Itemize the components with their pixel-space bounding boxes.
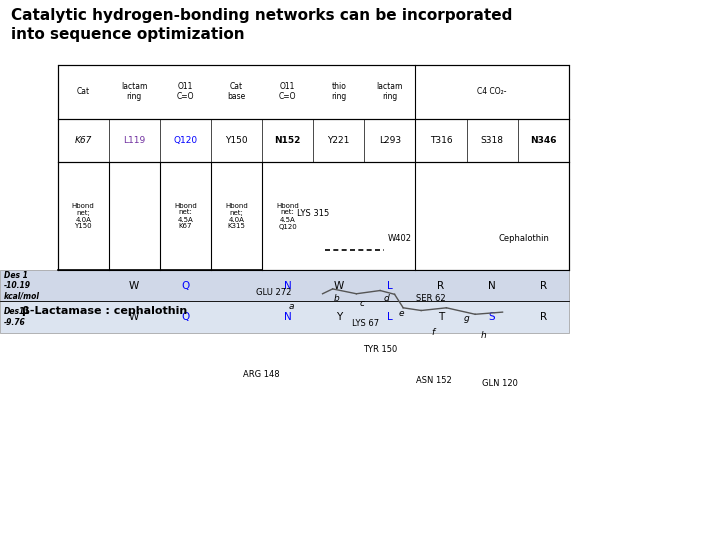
Text: c: c <box>360 299 364 308</box>
Text: ASN 152: ASN 152 <box>415 376 451 385</box>
Text: TYR 150: TYR 150 <box>363 346 397 354</box>
Text: thio
ring: thio ring <box>331 82 346 102</box>
Text: Des 1
-10.19
kcal/mol: Des 1 -10.19 kcal/mol <box>4 271 40 301</box>
Text: Cephalothin: Cephalothin <box>499 234 549 243</box>
Text: LYS 315: LYS 315 <box>297 209 329 218</box>
Text: C4 CO₂-: C4 CO₂- <box>477 87 507 96</box>
Text: Q: Q <box>181 281 189 291</box>
Bar <box>0 301 569 333</box>
Text: lactam
ring: lactam ring <box>121 82 148 102</box>
Text: Hbond
net;
4.0A
Y150: Hbond net; 4.0A Y150 <box>72 202 94 230</box>
Text: β-Lactamase : cephalothin: β-Lactamase : cephalothin <box>22 306 187 315</box>
Text: Cat
base: Cat base <box>228 82 246 102</box>
Text: GLU 272: GLU 272 <box>256 288 292 297</box>
Text: h: h <box>481 332 487 340</box>
Text: lactam
ring: lactam ring <box>377 82 403 102</box>
Text: Cat: Cat <box>76 87 90 96</box>
Text: O11
C=O: O11 C=O <box>176 82 194 102</box>
Text: b: b <box>334 294 340 303</box>
Text: ARG 148: ARG 148 <box>243 370 279 379</box>
Text: L293: L293 <box>379 136 401 145</box>
Bar <box>0 270 569 301</box>
Text: f: f <box>432 328 435 336</box>
Text: S318: S318 <box>481 136 503 145</box>
Text: SER 62: SER 62 <box>415 294 446 303</box>
Text: a: a <box>289 302 294 311</box>
Text: Q: Q <box>181 312 189 322</box>
Text: N: N <box>284 281 292 291</box>
Text: L: L <box>387 281 392 291</box>
Text: R: R <box>540 281 546 291</box>
Text: Hbond
net:
4.5A
K67: Hbond net: 4.5A K67 <box>174 202 197 230</box>
Text: Hbond
net;
4.0A
K315: Hbond net; 4.0A K315 <box>225 202 248 230</box>
Text: Y150: Y150 <box>225 136 248 145</box>
Text: Q120: Q120 <box>174 136 197 145</box>
Text: Y221: Y221 <box>328 136 350 145</box>
Text: g: g <box>464 314 469 323</box>
Text: L: L <box>387 312 392 322</box>
Text: d: d <box>384 294 390 303</box>
Text: N: N <box>284 312 292 322</box>
Text: N: N <box>488 281 496 291</box>
Text: L119: L119 <box>123 136 145 145</box>
Bar <box>58 65 569 270</box>
Text: Hbond
net:
4.5A
Q120: Hbond net: 4.5A Q120 <box>276 202 299 230</box>
Text: S: S <box>489 312 495 322</box>
Text: into sequence optimization: into sequence optimization <box>11 27 244 42</box>
Text: W: W <box>129 312 140 322</box>
Text: R: R <box>540 312 546 322</box>
Text: N346: N346 <box>530 136 557 145</box>
Text: Des11
-9.76: Des11 -9.76 <box>4 307 30 327</box>
Text: T: T <box>438 312 444 322</box>
Text: W402: W402 <box>387 234 412 243</box>
Text: e: e <box>399 309 405 318</box>
Text: O11
C=O: O11 C=O <box>279 82 297 102</box>
Text: Catalytic hydrogen-bonding networks can be incorporated: Catalytic hydrogen-bonding networks can … <box>11 8 512 23</box>
Text: N152: N152 <box>274 136 301 145</box>
Text: R: R <box>438 281 444 291</box>
Text: GLN 120: GLN 120 <box>482 379 518 388</box>
Text: T316: T316 <box>430 136 452 145</box>
Text: Y: Y <box>336 312 342 322</box>
Text: W: W <box>333 281 344 291</box>
Text: W: W <box>129 281 140 291</box>
Text: K67: K67 <box>74 136 92 145</box>
Text: LYS 67: LYS 67 <box>352 320 379 328</box>
